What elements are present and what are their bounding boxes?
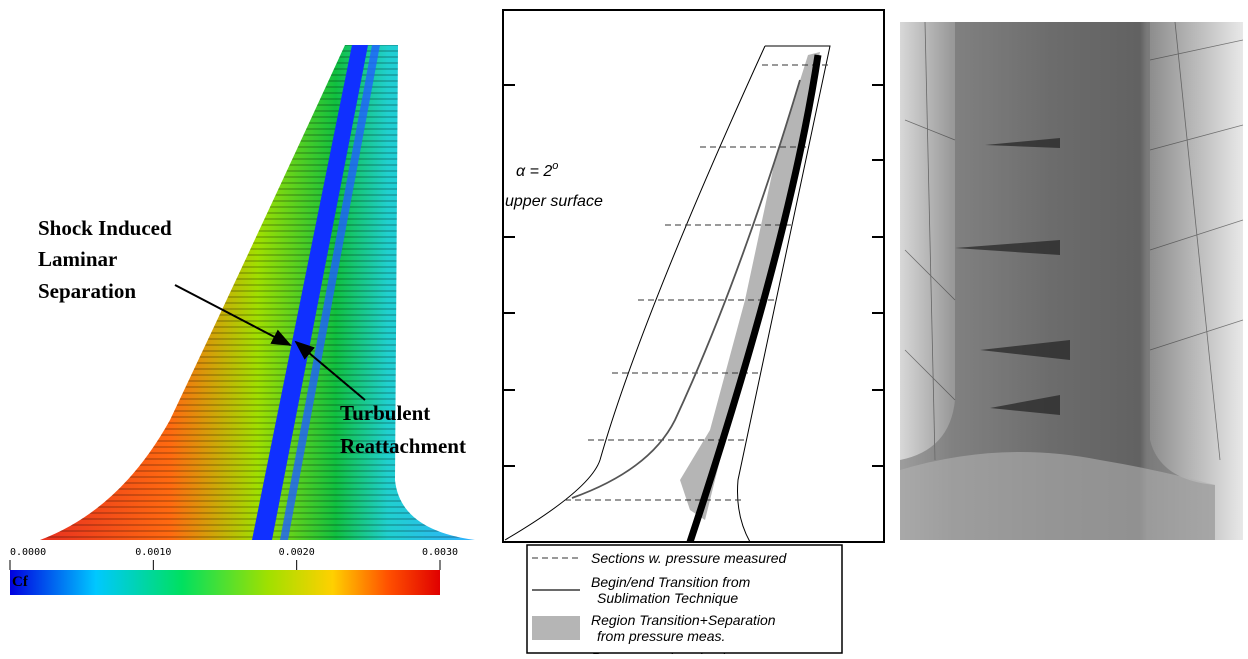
alpha-label: α = 2o bbox=[516, 160, 558, 180]
colorbar-tick-label: 0.0030 bbox=[422, 547, 458, 558]
legend: Sections w. pressure measured Begin/end T… bbox=[526, 544, 843, 659]
colorbar-tick-label: 0.0010 bbox=[135, 547, 171, 558]
arrow bbox=[294, 340, 366, 401]
alpha-text: α = 2 bbox=[516, 163, 552, 180]
annotation: Turbulent bbox=[340, 401, 430, 425]
annotation: Separation bbox=[38, 279, 136, 303]
colorbar-label: Cf bbox=[12, 574, 29, 590]
colorbar-tick-label: 0.0020 bbox=[279, 547, 315, 558]
photo bbox=[900, 21, 1244, 540]
legend-text: from pressure meas. bbox=[597, 628, 725, 644]
colorbar: Cf 0.0000 0.0010 0.0020 0.0030 bbox=[9, 547, 458, 595]
annotation: Shock Induced bbox=[38, 216, 172, 240]
legend-text: Begin/end Transition from bbox=[591, 574, 751, 590]
legend-text: Sections w. pressure measured bbox=[591, 550, 788, 566]
surface-label: upper surface bbox=[505, 193, 603, 210]
legend-text: Region Transition+Separation bbox=[591, 612, 776, 628]
arrow bbox=[174, 284, 292, 346]
colorbar-gradient bbox=[10, 570, 440, 595]
annotation: Reattachment bbox=[340, 434, 466, 458]
cfd-wing bbox=[40, 45, 475, 540]
legend-text: Recompression shock bbox=[591, 650, 730, 654]
legend-text: Sublimation Technique bbox=[597, 590, 738, 606]
annotation: Laminar bbox=[38, 247, 117, 271]
alpha-superscript: o bbox=[552, 160, 558, 172]
colorbar-tick-label: 0.0000 bbox=[10, 547, 46, 558]
legend-swatch bbox=[532, 616, 580, 640]
transition-plot: α = 2o upper surface bbox=[502, 9, 885, 544]
